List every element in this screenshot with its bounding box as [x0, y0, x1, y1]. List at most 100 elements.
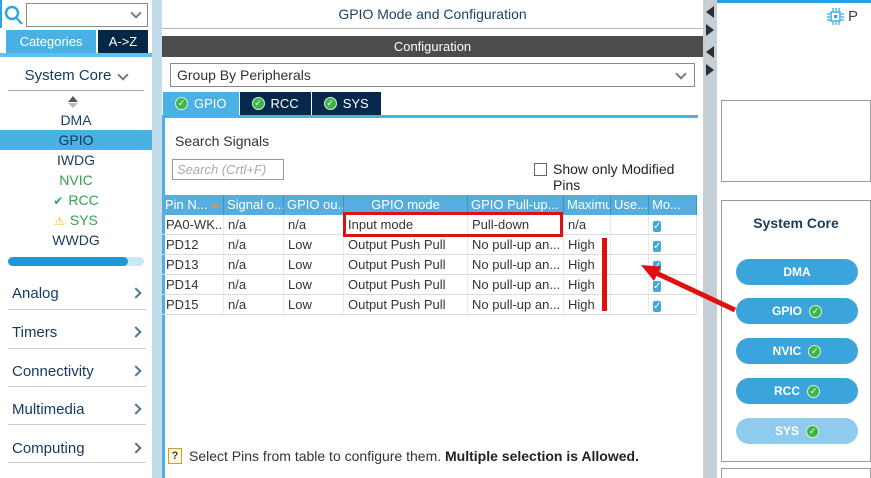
rcc-button[interactable]: RCC: [736, 378, 858, 404]
tab-a-to-z[interactable]: A->Z: [98, 30, 148, 53]
sidebar-item-gpio[interactable]: GPIO: [0, 130, 152, 150]
cell-output-level[interactable]: Low: [284, 275, 344, 295]
cell-max-speed[interactable]: n/a: [564, 215, 611, 235]
column-user-label[interactable]: Use...: [611, 195, 649, 215]
cell-user-label[interactable]: [611, 215, 649, 235]
sys-button[interactable]: SYS: [736, 418, 858, 444]
sidebar-item-wwdg[interactable]: WWDG: [52, 232, 100, 248]
cell-modified[interactable]: [649, 255, 697, 275]
cell-max-speed[interactable]: High: [564, 275, 611, 295]
table-row[interactable]: PD12 n/a Low Output Push Pull No pull-up…: [162, 235, 697, 255]
table-row[interactable]: PD14 n/a Low Output Push Pull No pull-up…: [162, 275, 697, 295]
collapse-right-icon[interactable]: [706, 24, 714, 36]
cell-signal[interactable]: n/a: [224, 295, 284, 315]
sidebar-splitter[interactable]: [152, 0, 162, 478]
cell-pin[interactable]: PD12: [162, 235, 224, 255]
cell-pin[interactable]: PD15: [162, 295, 224, 315]
column-pin-name[interactable]: Pin N...: [162, 195, 224, 215]
sidebar-item-iwdg[interactable]: IWDG: [56, 152, 96, 168]
cell-user-label[interactable]: [611, 295, 649, 315]
cell-gpio-mode[interactable]: Output Push Pull: [344, 255, 468, 275]
next-section-box-edge: [721, 468, 871, 478]
column-modified[interactable]: Mo...: [649, 195, 697, 215]
list-scroll-spinner[interactable]: [66, 96, 80, 108]
show-modified-checkbox[interactable]: [534, 163, 547, 176]
cell-output-level[interactable]: Low: [284, 235, 344, 255]
cell-gpio-mode[interactable]: Output Push Pull: [344, 235, 468, 255]
column-gpio-mode[interactable]: GPIO mode: [344, 195, 468, 215]
column-gpio-output[interactable]: GPIO ou...: [284, 195, 344, 215]
nvic-button[interactable]: NVIC: [736, 338, 858, 364]
sidebar-section-multimedia[interactable]: Multimedia: [12, 399, 142, 419]
cell-signal[interactable]: n/a: [224, 235, 284, 255]
collapse-left-icon[interactable]: [706, 46, 714, 58]
tab-rcc[interactable]: RCC: [238, 92, 311, 115]
modified-checkbox[interactable]: [653, 241, 662, 252]
spinner-down-icon: [68, 103, 78, 108]
modified-checkbox[interactable]: [653, 261, 662, 272]
cell-modified[interactable]: [649, 235, 697, 255]
cell-user-label[interactable]: [611, 255, 649, 275]
group-by-dropdown[interactable]: Group By Peripherals: [170, 63, 695, 87]
footer-hint-bold: Multiple selection is Allowed.: [445, 448, 639, 464]
modified-checkbox[interactable]: [653, 221, 662, 232]
sidebar-section-connectivity[interactable]: Connectivity: [12, 361, 142, 381]
cell-modified[interactable]: [649, 275, 697, 295]
cell-output-level[interactable]: Low: [284, 295, 344, 315]
cell-gpio-pull[interactable]: No pull-up an...: [468, 235, 564, 255]
divider: [8, 424, 146, 425]
sidebar-item-nvic[interactable]: NVIC: [59, 172, 93, 188]
cell-gpio-mode[interactable]: Output Push Pull: [344, 275, 468, 295]
table-row[interactable]: PD15 n/a Low Output Push Pull No pull-up…: [162, 295, 697, 315]
cell-signal[interactable]: n/a: [224, 215, 284, 235]
cell-modified[interactable]: [649, 215, 697, 235]
cell-max-speed[interactable]: High: [564, 235, 611, 255]
cell-output-level[interactable]: Low: [284, 255, 344, 275]
tab-gpio[interactable]: GPIO: [163, 92, 239, 115]
collapse-left-icon[interactable]: [706, 6, 714, 18]
cell-output-level[interactable]: n/a: [284, 215, 344, 235]
cell-modified[interactable]: [649, 295, 697, 315]
table-row[interactable]: PD13 n/a Low Output Push Pull No pull-up…: [162, 255, 697, 275]
cell-gpio-pull[interactable]: No pull-up an...: [468, 275, 564, 295]
tab-sys[interactable]: SYS: [310, 92, 381, 115]
footer-hint-normal: Select Pins from table to configure them…: [189, 448, 446, 464]
column-max-speed[interactable]: Maximu...: [564, 195, 611, 215]
sidebar-section-timers[interactable]: Timers: [12, 322, 142, 342]
cell-gpio-mode[interactable]: Output Push Pull: [344, 295, 468, 315]
cell-pin[interactable]: PD14: [162, 275, 224, 295]
search-signals-input[interactable]: [172, 159, 284, 180]
panel-title: GPIO Mode and Configuration: [162, 0, 703, 29]
dma-button[interactable]: DMA: [736, 259, 858, 285]
sidebar-item-sys[interactable]: SYS: [0, 210, 152, 230]
column-gpio-pull[interactable]: GPIO Pull-up...: [468, 195, 564, 215]
gpio-button[interactable]: GPIO: [736, 298, 858, 324]
panel-top-accent: [717, 0, 871, 3]
cell-user-label[interactable]: [611, 275, 649, 295]
cell-user-label[interactable]: [611, 235, 649, 255]
tab-categories[interactable]: Categories: [6, 30, 96, 53]
sidebar-search-combobox[interactable]: [26, 3, 148, 27]
system-core-group-header[interactable]: System Core: [12, 63, 140, 87]
sidebar-item-dma[interactable]: DMA: [60, 112, 92, 128]
cell-gpio-pull[interactable]: No pull-up an...: [468, 255, 564, 275]
cell-pin[interactable]: PA0-WK...: [162, 215, 224, 235]
cell-max-speed[interactable]: High: [564, 295, 611, 315]
cell-pin[interactable]: PD13: [162, 255, 224, 275]
panel-splitter[interactable]: [703, 0, 717, 478]
column-signal[interactable]: Signal o...: [224, 195, 284, 215]
cell-signal[interactable]: n/a: [224, 255, 284, 275]
scrollbar-thumb[interactable]: [8, 257, 128, 266]
horizontal-scrollbar[interactable]: [8, 257, 144, 266]
collapse-right-icon[interactable]: [706, 64, 714, 76]
sidebar-item-rcc[interactable]: RCC: [0, 190, 152, 210]
cell-gpio-pull[interactable]: No pull-up an...: [468, 295, 564, 315]
cell-max-speed[interactable]: High: [564, 255, 611, 275]
modified-checkbox[interactable]: [653, 281, 662, 292]
modified-checkbox[interactable]: [653, 301, 662, 312]
sidebar-section-analog[interactable]: Analog: [12, 283, 142, 303]
sidebar-section-computing[interactable]: Computing: [12, 438, 142, 458]
peripheral-list: DMA GPIO IWDG NVIC RCC SYS WWDG: [0, 110, 152, 250]
cell-signal[interactable]: n/a: [224, 275, 284, 295]
table-row[interactable]: PA0-WK... n/a n/a Input mode Pull-down n…: [162, 215, 697, 235]
